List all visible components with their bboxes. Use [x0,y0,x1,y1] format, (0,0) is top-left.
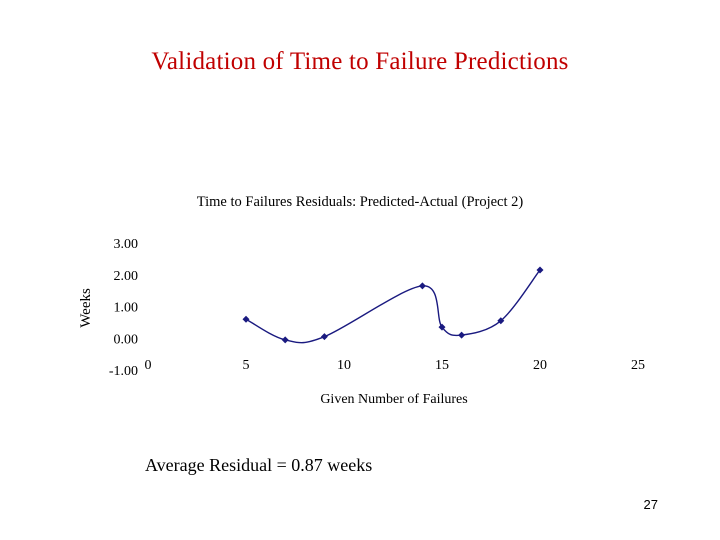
y-tick-label: 0.00 [114,332,139,347]
data-point-marker [418,282,426,290]
x-tick-label: 0 [145,358,152,373]
data-point-marker [536,266,544,274]
data-point-marker [438,323,446,331]
data-point-marker [281,336,289,344]
data-point-marker [320,333,328,341]
data-point-marker [242,315,250,323]
x-tick-label: 25 [631,358,645,373]
x-tick-label: 5 [243,358,250,373]
residual-series-line [245,269,541,344]
data-point-marker [497,317,505,325]
x-tick-label: 15 [435,358,449,373]
y-tick-label: 2.00 [114,269,139,284]
y-tick-label: 1.00 [114,301,139,316]
slide-title: Validation of Time to Failure Prediction… [151,48,569,75]
x-axis-label: Given Number of Failures [320,392,467,407]
chart-title: Time to Failures Residuals: Predicted-Ac… [197,194,524,210]
average-residual-text: Average Residual = 0.87 weeks [145,455,373,475]
y-tick-labels: 3.00 2.00 1.00 0.00 -1.00 [109,237,138,379]
x-tick-label: 10 [337,358,351,373]
data-point-markers [242,266,544,344]
x-tick-labels: 0 5 10 15 20 25 [145,358,646,373]
page-number: 27 [643,497,658,512]
y-axis-label: Weeks [78,288,94,328]
y-tick-label: 3.00 [114,237,139,252]
x-tick-label: 20 [533,358,547,373]
data-point-marker [458,331,466,339]
y-tick-label: -1.00 [109,364,138,379]
